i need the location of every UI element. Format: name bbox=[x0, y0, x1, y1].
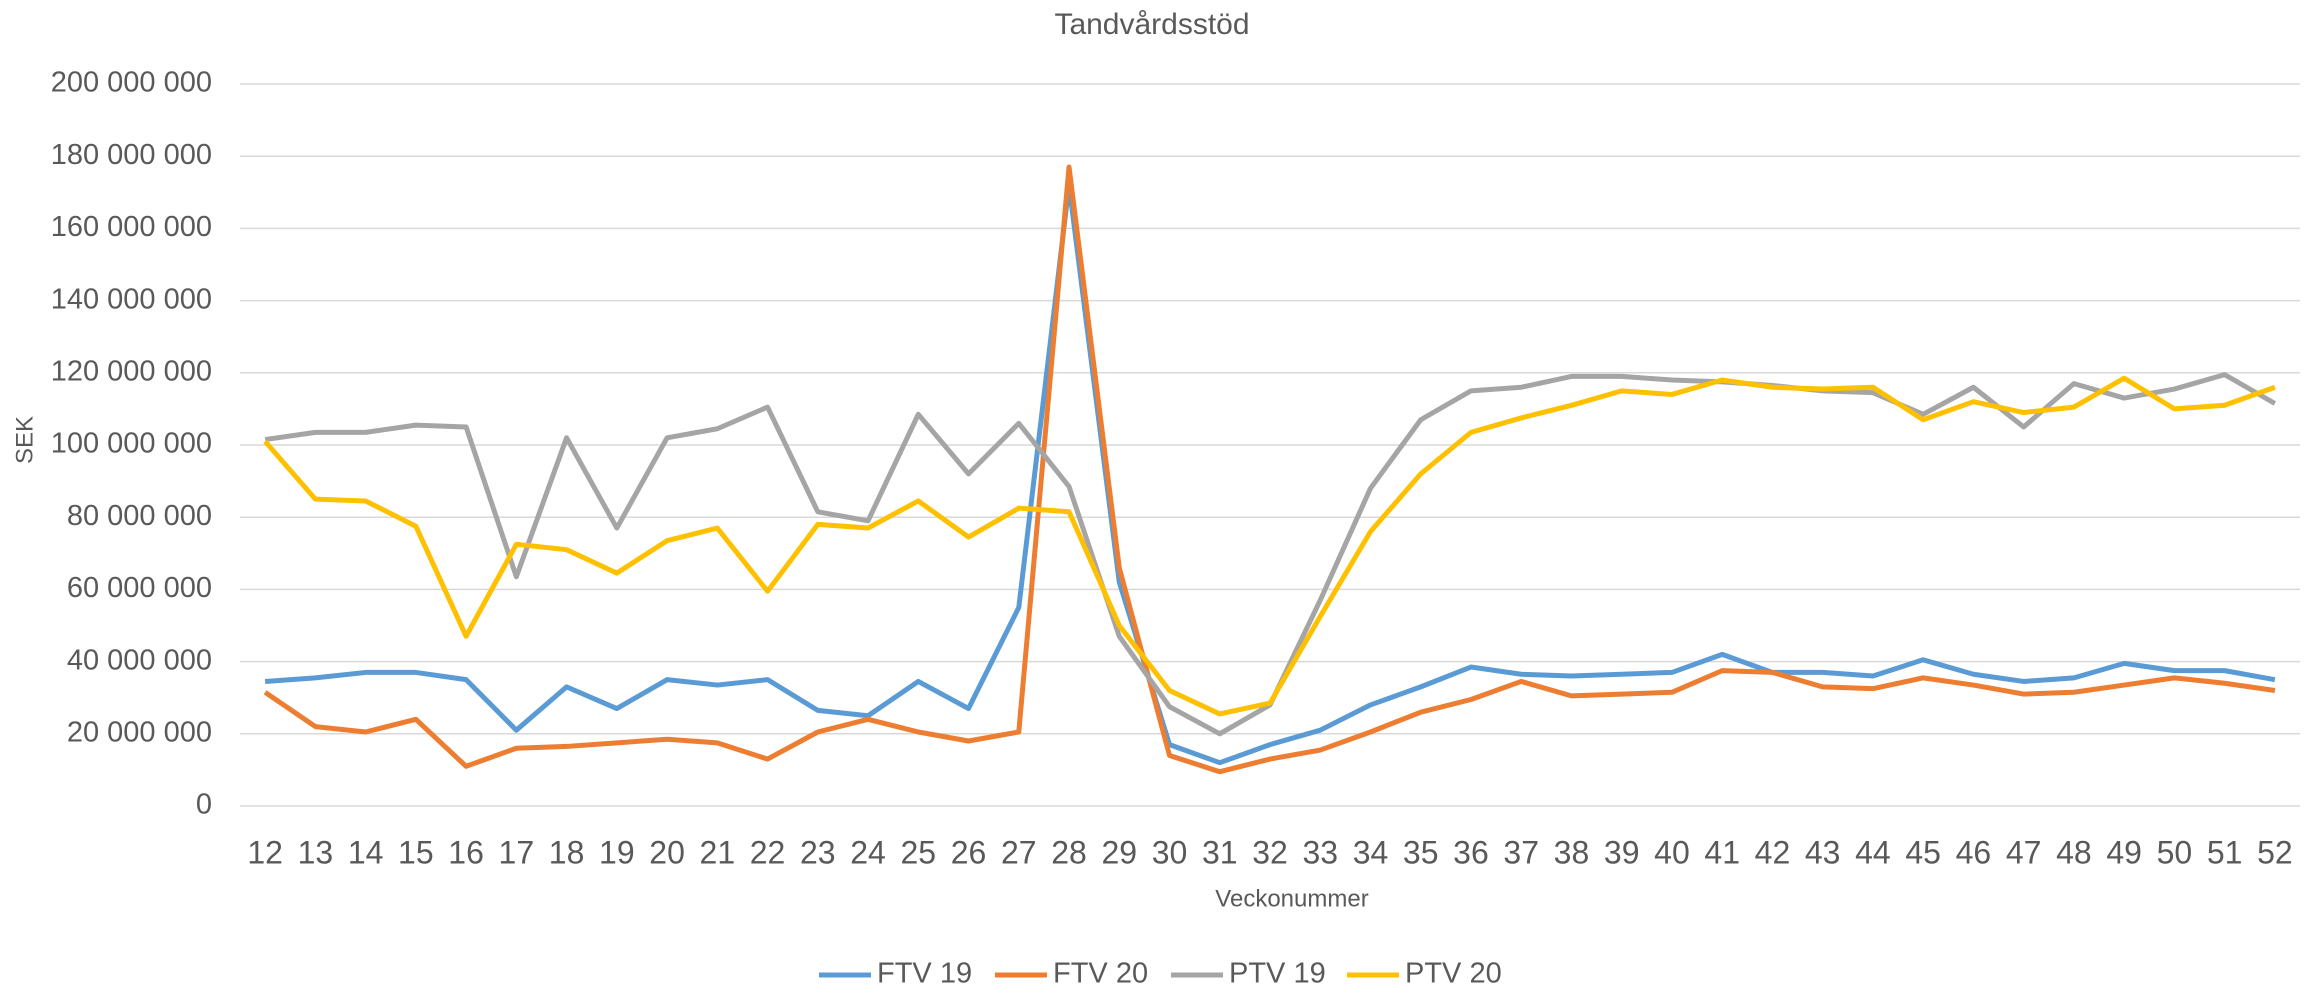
x-tick-label: 52 bbox=[2257, 834, 2293, 870]
y-tick-label: 80 000 000 bbox=[67, 500, 212, 532]
x-tick-label: 31 bbox=[1202, 834, 1238, 870]
series-line bbox=[263, 164, 2276, 775]
legend-label: PTV 20 bbox=[1405, 958, 1502, 990]
x-tick-label: 12 bbox=[247, 834, 283, 870]
x-tick-label: 28 bbox=[1051, 834, 1087, 870]
x-tick-label: 22 bbox=[750, 834, 786, 870]
x-tick-label: 39 bbox=[1604, 834, 1640, 870]
legend-label: PTV 19 bbox=[1229, 958, 1326, 990]
x-tick-label: 29 bbox=[1101, 834, 1137, 870]
x-tick-label: 50 bbox=[2157, 834, 2193, 870]
y-tick-label: 20 000 000 bbox=[67, 716, 212, 748]
x-tick-label: 14 bbox=[348, 834, 384, 870]
x-tick-label: 13 bbox=[298, 834, 334, 870]
y-axis-label: SEK bbox=[11, 416, 38, 464]
x-tick-label: 43 bbox=[1805, 834, 1841, 870]
x-tick-label: 33 bbox=[1302, 834, 1338, 870]
x-tick-label: 25 bbox=[900, 834, 936, 870]
x-tick-label: 38 bbox=[1554, 834, 1590, 870]
series-line bbox=[264, 372, 2277, 737]
x-tick-label: 47 bbox=[2006, 834, 2042, 870]
x-tick-label: 40 bbox=[1654, 834, 1690, 870]
x-tick-label: 41 bbox=[1704, 834, 1740, 870]
y-tick-label: 140 000 000 bbox=[51, 283, 212, 315]
x-tick-label: 48 bbox=[2056, 834, 2092, 870]
x-tick-label: 27 bbox=[1001, 834, 1037, 870]
y-tick-label: 160 000 000 bbox=[51, 211, 212, 243]
x-tick-label: 36 bbox=[1453, 834, 1489, 870]
x-tick-label: 16 bbox=[448, 834, 484, 870]
y-tick-label: 120 000 000 bbox=[51, 355, 212, 387]
x-tick-label: 19 bbox=[599, 834, 635, 870]
x-tick-label: 17 bbox=[499, 834, 535, 870]
x-tick-label: 35 bbox=[1403, 834, 1439, 870]
x-tick-label: 21 bbox=[700, 834, 736, 870]
x-tick-label: 18 bbox=[549, 834, 585, 870]
y-tick-label: 0 bbox=[196, 789, 212, 821]
x-tick-label: 15 bbox=[398, 834, 434, 870]
x-tick-label: 44 bbox=[1855, 834, 1891, 870]
x-tick-label: 46 bbox=[1956, 834, 1992, 870]
x-tick-label: 42 bbox=[1755, 834, 1791, 870]
y-tick-label: 100 000 000 bbox=[51, 428, 212, 460]
series-line bbox=[264, 182, 2276, 766]
legend-label: FTV 20 bbox=[1053, 958, 1148, 990]
x-tick-label: 49 bbox=[2106, 834, 2142, 870]
y-tick-label: 40 000 000 bbox=[67, 644, 212, 676]
legend-label: FTV 19 bbox=[877, 958, 972, 990]
x-tick-label: 34 bbox=[1353, 834, 1389, 870]
x-tick-label: 20 bbox=[649, 834, 685, 870]
x-tick-label: 26 bbox=[951, 834, 987, 870]
x-tick-label: 30 bbox=[1152, 834, 1188, 870]
x-tick-label: 24 bbox=[850, 834, 886, 870]
x-tick-label: 23 bbox=[800, 834, 836, 870]
x-axis-label: Veckonummer bbox=[1215, 885, 1368, 912]
series-line bbox=[263, 375, 2276, 717]
x-tick-label: 37 bbox=[1503, 834, 1539, 870]
y-tick-label: 60 000 000 bbox=[67, 572, 212, 604]
chart-title: Tandvårdsstöd bbox=[1054, 8, 1249, 41]
x-tick-label: 51 bbox=[2207, 834, 2243, 870]
y-tick-label: 180 000 000 bbox=[51, 139, 212, 171]
x-tick-label: 32 bbox=[1252, 834, 1288, 870]
x-tick-label: 45 bbox=[1905, 834, 1941, 870]
y-tick-label: 200 000 000 bbox=[51, 67, 212, 99]
